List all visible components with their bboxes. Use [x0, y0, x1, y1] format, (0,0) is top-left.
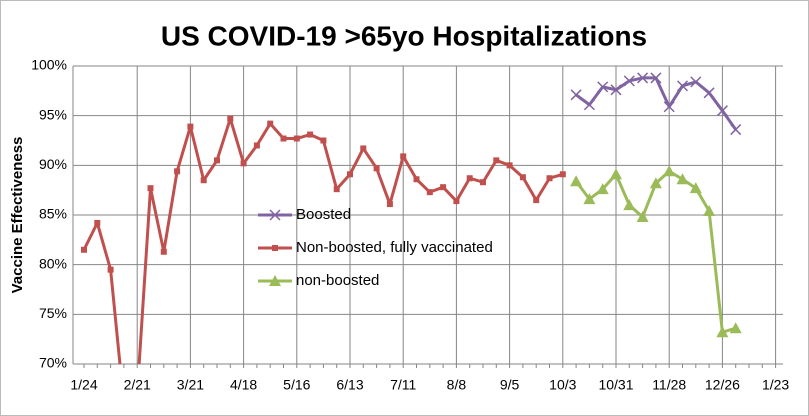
legend-marker: [269, 275, 281, 286]
point: [347, 171, 353, 178]
point: [320, 137, 327, 144]
point: [533, 197, 540, 204]
legend-label: non-boosted: [296, 272, 379, 289]
point: [373, 165, 380, 172]
point: [480, 179, 486, 186]
point: [610, 84, 622, 96]
point: [147, 185, 154, 192]
y-tick-label: 75%: [39, 305, 67, 321]
point: [729, 322, 742, 334]
point: [466, 175, 473, 182]
point: [583, 193, 596, 205]
point: [689, 182, 702, 194]
point: [676, 173, 689, 185]
point: [690, 76, 702, 88]
x-tick-label: 7/11: [390, 377, 416, 393]
point: [453, 198, 460, 205]
point: [360, 145, 367, 152]
legend-label: Non-boosted, fully vaccinated: [296, 239, 493, 256]
x-tick-label: 11/28: [652, 377, 686, 393]
point: [716, 326, 729, 338]
point: [637, 72, 649, 84]
y-tick-label: 95%: [39, 106, 67, 122]
point: [240, 160, 247, 167]
point: [623, 75, 635, 87]
x-tick-label: 10/3: [549, 377, 576, 393]
point: [506, 162, 513, 169]
point: [81, 246, 87, 253]
point: [663, 165, 676, 177]
point: [570, 89, 582, 101]
point: [293, 135, 300, 142]
x-tick-label: 5/16: [283, 377, 310, 393]
point: [623, 199, 636, 211]
point: [493, 157, 500, 164]
point: [426, 189, 433, 196]
point: [94, 219, 101, 226]
point: [636, 210, 649, 222]
point: [559, 171, 566, 178]
point: [663, 101, 675, 113]
point: [597, 81, 609, 93]
x-tick-label: 6/13: [336, 377, 363, 393]
point: [596, 183, 609, 195]
point: [333, 186, 340, 193]
legend-marker: [269, 209, 281, 221]
point: [200, 177, 207, 184]
x-tick-label: 9/5: [500, 377, 520, 393]
point: [440, 184, 447, 191]
x-tick-label: 2/21: [124, 377, 151, 393]
x-tick-label: 12/26: [705, 377, 740, 393]
x-tick-label: 4/18: [230, 377, 257, 393]
point: [546, 175, 553, 182]
y-tick-label: 80%: [39, 255, 67, 271]
y-tick-label: 100%: [31, 57, 67, 73]
y-tick-label: 85%: [39, 206, 67, 222]
point: [703, 87, 715, 99]
point: [676, 80, 689, 92]
point: [214, 157, 220, 164]
y-tick-label: 90%: [39, 156, 67, 172]
point: [413, 176, 420, 183]
point: [187, 123, 194, 130]
point: [386, 201, 393, 208]
point: [650, 72, 662, 84]
point: [307, 131, 314, 138]
point: [716, 105, 728, 117]
point: [400, 153, 407, 160]
point: [730, 124, 742, 136]
point: [160, 248, 167, 255]
legend-label: Boosted: [296, 206, 351, 223]
legend-marker: [272, 245, 278, 251]
x-tick-label: 3/21: [177, 377, 204, 393]
point: [610, 168, 622, 180]
point: [253, 142, 260, 149]
x-tick-label: 1/23: [762, 377, 789, 393]
point: [570, 175, 583, 187]
point: [280, 135, 287, 142]
point: [519, 174, 526, 181]
y-axis-title: Vaccine Effectiveness: [9, 137, 26, 294]
point: [583, 99, 595, 111]
legend: Boosted Non-boosted, fully vaccinated non-…: [258, 206, 493, 289]
x-tick-label: 1/24: [70, 377, 97, 393]
point: [649, 177, 662, 189]
point: [174, 168, 181, 175]
plot-area: [81, 72, 742, 364]
point: [703, 205, 716, 217]
x-tick-label: 10/31: [598, 377, 633, 393]
y-tick-label: 70%: [39, 355, 67, 371]
point: [227, 115, 234, 122]
point: [107, 266, 114, 273]
point: [267, 120, 274, 127]
chart-title: US COVID-19 >65yo Hospitalizations: [161, 20, 647, 51]
x-tick-label: 8/8: [447, 377, 467, 393]
